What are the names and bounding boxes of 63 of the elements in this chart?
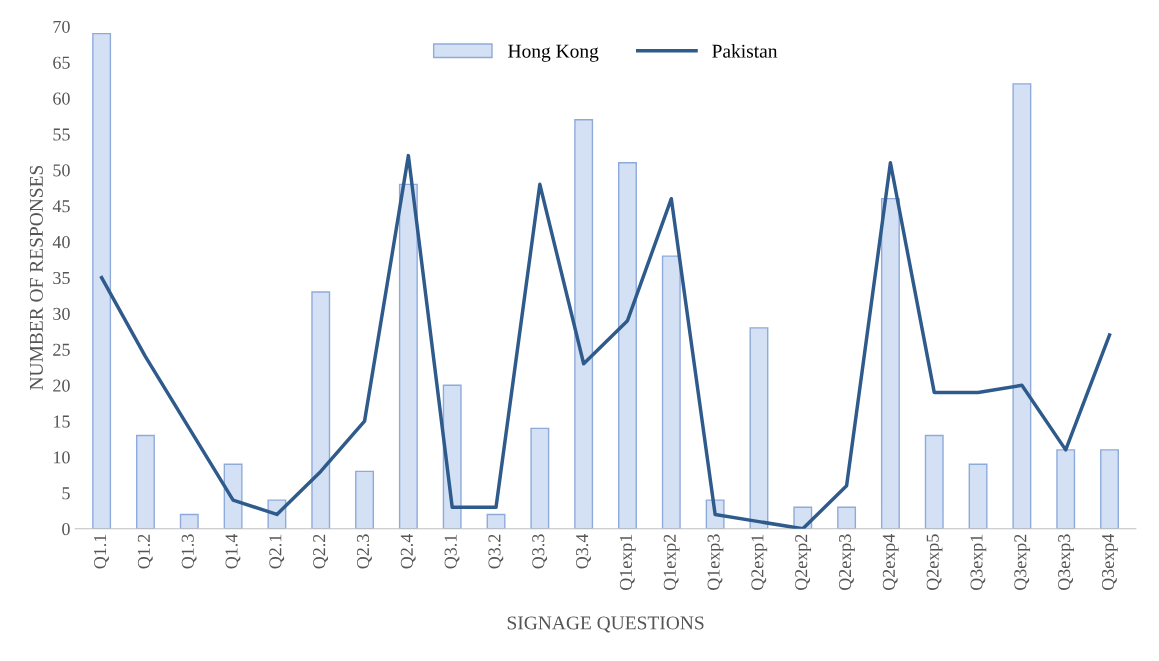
y-tick-label: 35 bbox=[53, 271, 70, 285]
x-tick-label: Q3exp4 bbox=[1101, 533, 1118, 591]
x-tick-label: Q3.4 bbox=[576, 533, 591, 569]
bar bbox=[179, 513, 199, 529]
y-tick-label: 60 bbox=[53, 92, 70, 105]
bar bbox=[311, 291, 331, 529]
y-tick-label: 5 bbox=[62, 487, 70, 500]
y-tick-label: 10 bbox=[54, 451, 70, 464]
legend-label: Pakistan bbox=[712, 44, 778, 58]
bar bbox=[1056, 449, 1076, 529]
x-tick-label: Q2exp3 bbox=[838, 534, 855, 591]
x-tick-label: Q2exp4 bbox=[882, 533, 899, 591]
bar bbox=[223, 463, 243, 529]
x-tick-label: Q2.2 bbox=[313, 534, 329, 569]
y-tick-label: 20 bbox=[53, 379, 70, 392]
bar bbox=[749, 327, 769, 529]
x-tick-label: Q1.4 bbox=[225, 533, 241, 569]
y-tick-label: 70 bbox=[53, 20, 70, 33]
y-tick-label: 30 bbox=[53, 307, 70, 320]
x-tick-label: Q2exp5 bbox=[926, 534, 943, 591]
y-tick-label: 45 bbox=[52, 200, 70, 213]
x-tick-label: Q2exp1 bbox=[751, 534, 768, 591]
y-tick-label: 50 bbox=[53, 164, 70, 177]
bar bbox=[1100, 449, 1119, 529]
x-tick-label: Q2.1 bbox=[269, 534, 285, 569]
x-tick-label: Q1exp3 bbox=[707, 534, 724, 591]
x-tick-label: Q3.3 bbox=[532, 534, 548, 569]
bar bbox=[135, 434, 155, 529]
bar bbox=[661, 255, 681, 529]
x-tick-label: Q3.1 bbox=[444, 534, 460, 569]
x-tick-label: Q3exp1 bbox=[970, 534, 987, 591]
x-tick-label: Q2.3 bbox=[356, 534, 372, 569]
y-tick-label: 55 bbox=[53, 128, 70, 141]
x-tick-label: Q1.2 bbox=[137, 534, 153, 569]
bar bbox=[398, 183, 418, 529]
legend-label: Hong Kong bbox=[508, 44, 599, 62]
bar bbox=[574, 119, 594, 529]
bar bbox=[968, 463, 988, 529]
y-tick-label: 40 bbox=[52, 235, 70, 249]
y-axis-title: NUMBER OF RESPONSES bbox=[29, 165, 43, 390]
x-tick-label: Q1exp2 bbox=[663, 534, 680, 591]
bar bbox=[355, 470, 375, 529]
bar bbox=[1012, 83, 1032, 529]
bar bbox=[924, 434, 944, 529]
x-tick-label: Q3.2 bbox=[488, 534, 504, 569]
y-tick-label: 0 bbox=[62, 523, 70, 536]
x-tick-label: Q1.3 bbox=[181, 534, 197, 569]
bar bbox=[92, 32, 112, 529]
y-tick-label: 15 bbox=[54, 415, 70, 428]
x-tick-label: Q1.1 bbox=[94, 534, 109, 569]
x-tick-label: Q2.4 bbox=[400, 533, 416, 569]
y-tick-label: 25 bbox=[53, 343, 70, 356]
x-tick-label: Q3exp3 bbox=[1058, 534, 1074, 591]
bar bbox=[880, 197, 900, 529]
bar bbox=[530, 427, 550, 529]
y-tick-label: 65 bbox=[53, 56, 70, 69]
bar bbox=[618, 162, 637, 529]
line-series bbox=[99, 153, 1112, 529]
x-tick-label: Q2exp2 bbox=[795, 534, 811, 591]
x-tick-label: Q3exp2 bbox=[1014, 534, 1031, 591]
bar bbox=[837, 506, 857, 529]
x-axis-title: SIGNAGE QUESTIONS bbox=[507, 616, 704, 633]
x-tick-label: Q1exp1 bbox=[619, 534, 636, 591]
